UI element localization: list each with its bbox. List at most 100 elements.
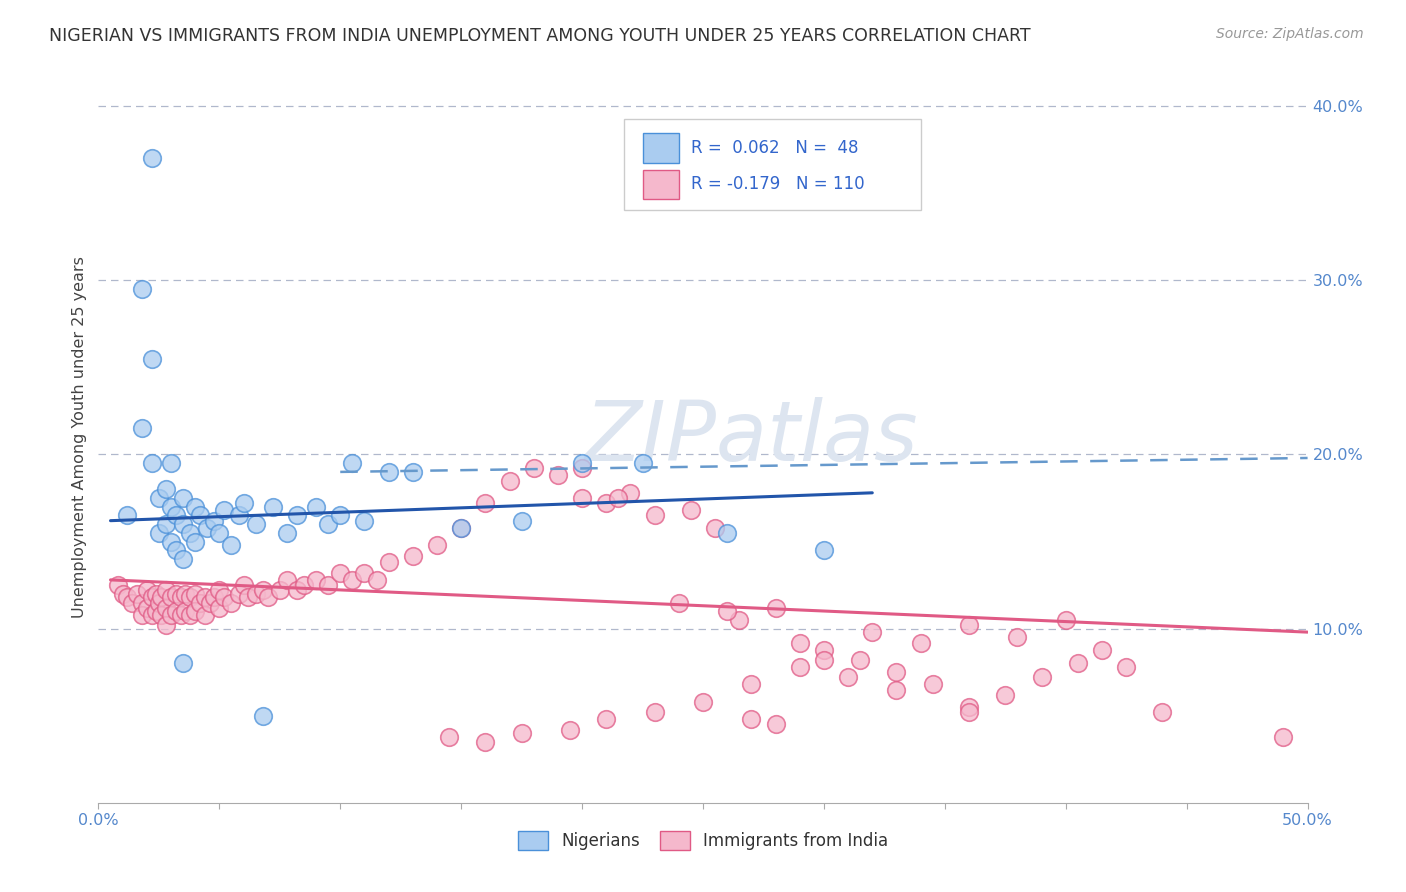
- Point: [232, 496, 254, 510]
- Point: [921, 677, 943, 691]
- Point: [135, 583, 157, 598]
- Point: [141, 456, 163, 470]
- Point: [155, 483, 177, 497]
- Point: [148, 491, 170, 505]
- Point: [160, 500, 183, 514]
- Point: [1152, 705, 1174, 719]
- Text: Source: ZipAtlas.com: Source: ZipAtlas.com: [1216, 27, 1364, 41]
- Point: [262, 500, 284, 514]
- FancyBboxPatch shape: [624, 119, 921, 211]
- Point: [595, 496, 617, 510]
- Point: [860, 625, 883, 640]
- Point: [342, 456, 364, 470]
- Point: [957, 618, 980, 632]
- Point: [426, 538, 449, 552]
- Point: [1115, 660, 1137, 674]
- Point: [160, 591, 183, 605]
- Point: [716, 525, 738, 540]
- Point: [252, 708, 274, 723]
- Point: [1272, 730, 1295, 744]
- Point: [169, 591, 191, 605]
- Point: [342, 573, 364, 587]
- Point: [402, 549, 425, 563]
- Point: [155, 618, 177, 632]
- Point: [692, 695, 714, 709]
- Point: [117, 508, 139, 523]
- Point: [644, 705, 666, 719]
- Point: [329, 508, 352, 523]
- Point: [668, 595, 690, 609]
- Point: [150, 591, 173, 605]
- Bar: [643, 169, 679, 199]
- Point: [208, 600, 231, 615]
- Point: [148, 595, 170, 609]
- Text: R = -0.179   N = 110: R = -0.179 N = 110: [690, 175, 865, 194]
- Point: [547, 468, 569, 483]
- Point: [329, 566, 352, 580]
- Point: [228, 587, 250, 601]
- Point: [111, 587, 134, 601]
- Point: [1054, 613, 1077, 627]
- Point: [305, 500, 328, 514]
- Point: [595, 712, 617, 726]
- Point: [765, 717, 787, 731]
- Point: [728, 613, 751, 627]
- Point: [155, 517, 177, 532]
- Point: [165, 543, 187, 558]
- Point: [131, 607, 153, 622]
- Point: [256, 591, 278, 605]
- Point: [316, 517, 339, 532]
- Point: [117, 591, 139, 605]
- Point: [169, 607, 191, 622]
- Point: [276, 525, 298, 540]
- Point: [450, 521, 472, 535]
- Point: [316, 578, 339, 592]
- Point: [813, 642, 835, 657]
- Point: [135, 600, 157, 615]
- Point: [145, 604, 167, 618]
- Point: [510, 514, 533, 528]
- Point: [184, 534, 207, 549]
- Point: [910, 635, 932, 649]
- Point: [155, 583, 177, 598]
- Bar: [643, 134, 679, 162]
- Point: [849, 653, 872, 667]
- Point: [957, 705, 980, 719]
- Point: [1007, 631, 1029, 645]
- Y-axis label: Unemployment Among Youth under 25 years: Unemployment Among Youth under 25 years: [72, 256, 87, 618]
- Legend: Nigerians, Immigrants from India: Nigerians, Immigrants from India: [510, 824, 896, 856]
- Point: [165, 508, 187, 523]
- Point: [232, 578, 254, 592]
- Point: [131, 421, 153, 435]
- Point: [377, 556, 399, 570]
- Point: [179, 607, 201, 622]
- Point: [571, 461, 593, 475]
- Point: [994, 688, 1017, 702]
- Point: [198, 595, 221, 609]
- Point: [174, 587, 197, 601]
- Point: [165, 604, 187, 618]
- Point: [765, 600, 787, 615]
- Point: [474, 735, 496, 749]
- Point: [148, 525, 170, 540]
- Point: [184, 500, 207, 514]
- Point: [571, 491, 593, 505]
- Point: [353, 566, 375, 580]
- Point: [221, 538, 243, 552]
- Point: [1031, 670, 1053, 684]
- Point: [740, 677, 762, 691]
- Point: [188, 595, 211, 609]
- Point: [523, 461, 546, 475]
- Point: [1067, 657, 1090, 671]
- Point: [179, 525, 201, 540]
- Point: [366, 573, 388, 587]
- Point: [437, 730, 460, 744]
- Text: R =  0.062   N =  48: R = 0.062 N = 48: [690, 139, 859, 157]
- Point: [498, 474, 520, 488]
- Point: [208, 583, 231, 598]
- Point: [607, 491, 630, 505]
- Point: [450, 521, 472, 535]
- Point: [141, 351, 163, 366]
- Point: [474, 496, 496, 510]
- Point: [107, 578, 129, 592]
